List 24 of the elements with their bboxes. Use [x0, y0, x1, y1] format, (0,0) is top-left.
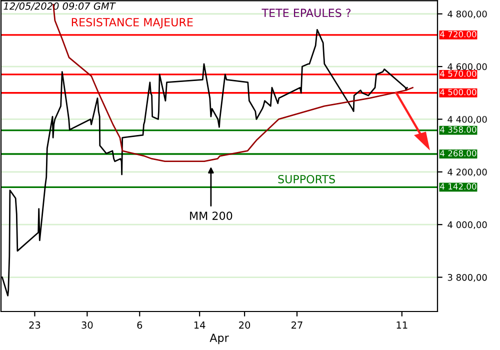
ref-line-label: 4 358.00: [440, 126, 476, 133]
ref-line-label: 4 720.00: [440, 31, 476, 38]
y-tick-label: 4 000,00: [448, 221, 487, 230]
y-tick-label: 4 400,00: [448, 116, 487, 124]
x-tick-label: 11: [396, 322, 408, 329]
x-tick-label: 27: [292, 321, 302, 329]
x-tick-label: 30: [82, 321, 93, 329]
x-tick-label: 14: [194, 322, 206, 329]
annotation: SUPPORTS: [278, 174, 335, 184]
y-tick-label: 4 200,00: [448, 168, 487, 176]
ref-line-label: 4 268.00: [440, 150, 476, 156]
annotation: TETE EPAULES ?: [262, 8, 351, 18]
x-tick-label: 6: [137, 321, 142, 329]
annotation: RESISTANCE MAJEURE: [72, 18, 193, 28]
x-tick-label: 20: [239, 321, 250, 329]
y-tick-label: 4 800,00: [448, 10, 487, 18]
y-tick-label: 3 800,00: [448, 274, 487, 282]
annotation: MM 200: [190, 212, 232, 220]
x-tick-label: 23: [29, 321, 40, 329]
x-axis-title: Apr: [210, 334, 229, 344]
ref-line-label: 4 500.00: [440, 89, 476, 96]
ref-line-label: 4 570.00: [440, 70, 476, 77]
ref-line-label: 4 142.00: [440, 183, 476, 190]
y-tick-label: 4 600,00: [448, 63, 487, 72]
